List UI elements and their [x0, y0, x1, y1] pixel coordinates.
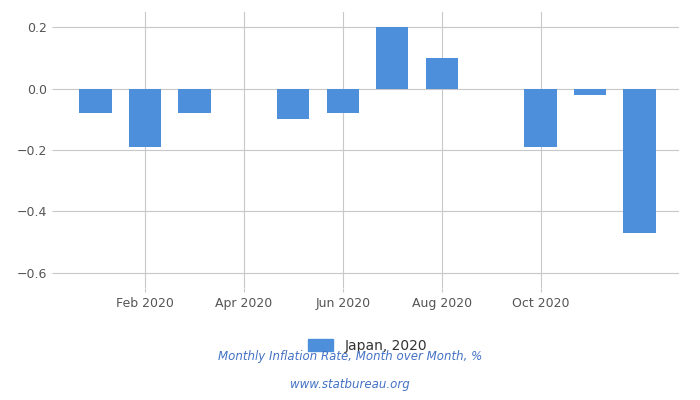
Bar [327, 89, 359, 113]
Bar [376, 27, 408, 89]
Bar [624, 89, 655, 233]
Bar [178, 89, 211, 113]
Bar [426, 58, 458, 89]
Bar [80, 89, 111, 113]
Bar [524, 89, 556, 147]
Text: www.statbureau.org: www.statbureau.org [290, 378, 410, 391]
Text: Monthly Inflation Rate, Month over Month, %: Monthly Inflation Rate, Month over Month… [218, 350, 482, 363]
Bar [574, 89, 606, 95]
Bar [129, 89, 161, 147]
Bar [277, 89, 309, 119]
Legend: Japan, 2020: Japan, 2020 [302, 333, 433, 358]
